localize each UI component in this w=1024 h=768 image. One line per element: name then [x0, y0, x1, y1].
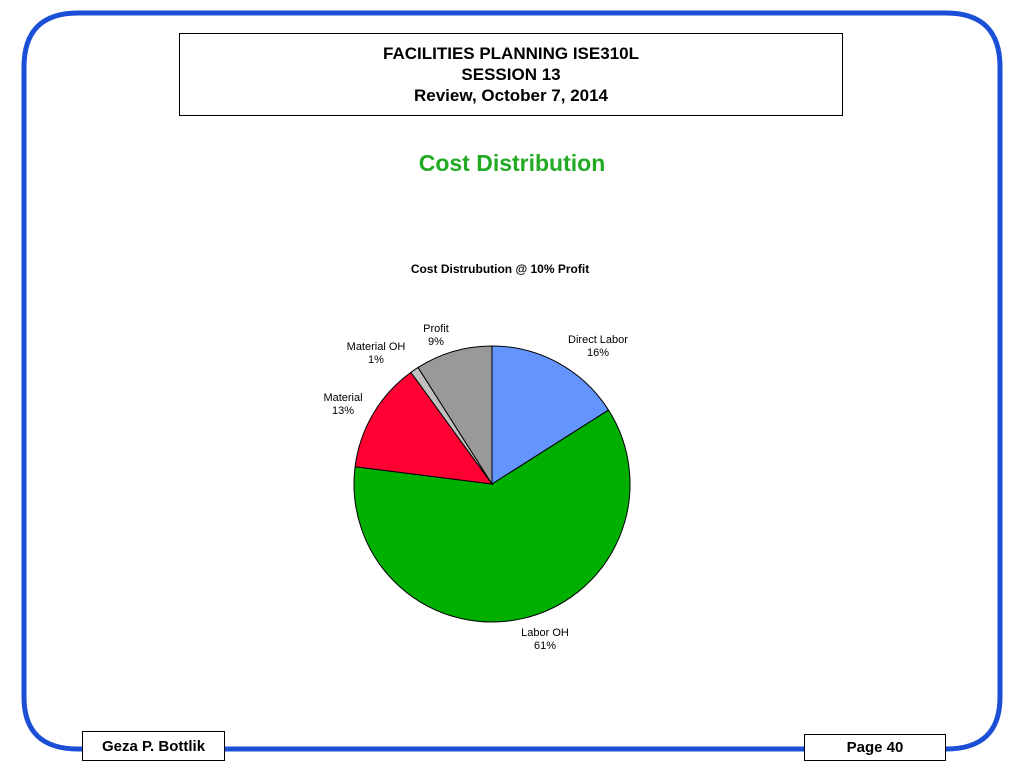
- review-date: Review, October 7, 2014: [413, 86, 609, 105]
- slide-title: Cost Distribution: [418, 150, 606, 176]
- slice-label-material: Material 13%: [323, 392, 362, 417]
- chart-title: Cost Distrubution @ 10% Profit: [411, 262, 589, 276]
- slice-label-labor-oh: Labor OH 61%: [521, 627, 569, 652]
- pie-slice-direct-labor: [491, 345, 610, 485]
- author-box: Geza P. Bottlik: [82, 731, 225, 761]
- slice-label-material-oh: Material OH 1%: [347, 341, 406, 366]
- pie-slice-profit: [417, 345, 493, 486]
- slice-label-direct-labor: Direct Labor 16%: [568, 334, 628, 359]
- header-box: FACILITIES PLANNING ISE310L SESSION 13 R…: [179, 33, 843, 116]
- page-number-box: Page 40: [804, 734, 946, 761]
- author-name: Geza P. Bottlik: [101, 737, 206, 755]
- session-label: SESSION 13: [461, 65, 561, 84]
- slice-label-profit: Profit 9%: [423, 323, 449, 348]
- course-title: FACILITIES PLANNING ISE310L: [383, 44, 639, 63]
- page-number: Page 40: [846, 739, 904, 756]
- pie-slice-labor-oh: [353, 409, 631, 623]
- pie-slice-material: [354, 371, 494, 485]
